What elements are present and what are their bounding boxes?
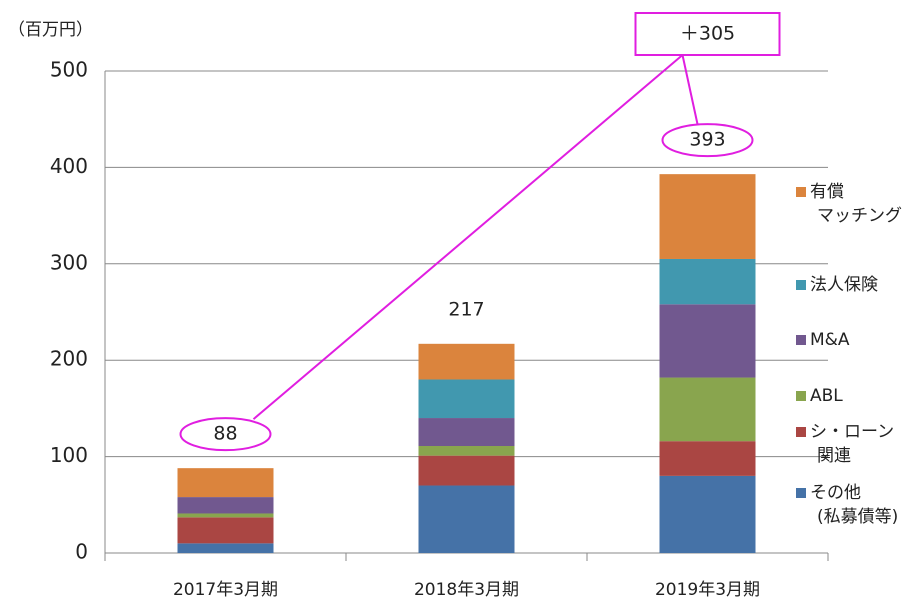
bar-segment	[418, 418, 515, 446]
legend-label: 法人保険	[810, 275, 878, 295]
legend-swatch	[796, 427, 806, 437]
connector	[681, 54, 699, 125]
legend-line: シ・ローン	[810, 422, 894, 442]
x-tick-label: 2018年3月期	[414, 580, 519, 600]
legend-label: シ・ローン関連	[810, 422, 894, 466]
legend-line: ABL	[810, 386, 843, 406]
bar-segment	[177, 513, 274, 518]
legend-line: 有償	[810, 182, 844, 202]
annotation: ＋305	[680, 23, 735, 45]
legend-line: その他	[810, 483, 861, 503]
legend-line: 法人保険	[810, 275, 878, 295]
legend-label: M&A	[810, 330, 850, 350]
total-label: 393	[689, 129, 725, 151]
bar-segment	[418, 445, 515, 456]
highlight-ellipse	[661, 123, 754, 158]
bar-segment	[177, 497, 274, 514]
legend-line: 関連	[817, 446, 851, 466]
legend-swatch	[796, 335, 806, 345]
connector	[252, 54, 684, 420]
bar-segment	[177, 543, 274, 553]
legend-label: 有償マッチング	[810, 182, 902, 226]
bar-segment	[177, 468, 274, 498]
bar-segment	[659, 475, 756, 553]
x-tick-label: 2019年3月期	[655, 580, 760, 600]
bar-segment	[659, 304, 756, 378]
y-tick-label: 400	[50, 154, 88, 178]
bar-segment	[418, 455, 515, 486]
y-tick-label: 200	[50, 347, 88, 371]
x-tick-label: 2017年3月期	[173, 580, 278, 600]
bar-segment	[418, 485, 515, 553]
y-tick-label: 300	[50, 250, 88, 274]
bar-segment	[418, 379, 515, 419]
legend-swatch	[796, 488, 806, 498]
total-label: 88	[213, 423, 237, 445]
bar-segment	[659, 174, 756, 259]
legend-line: (私募債等)	[817, 507, 898, 527]
legend-line: マッチング	[817, 206, 902, 226]
legend-swatch	[796, 187, 806, 197]
bar-segment	[659, 377, 756, 442]
y-tick-label: 500	[50, 58, 88, 82]
bar-segment	[659, 258, 756, 305]
total-label: 217	[448, 298, 484, 320]
legend-label: ABL	[810, 386, 843, 406]
bar-segment	[177, 517, 274, 544]
bar-segment	[418, 343, 515, 380]
unit-label: （百万円）	[8, 20, 93, 40]
bar-segment	[659, 441, 756, 476]
legend-swatch	[796, 391, 806, 401]
y-tick-label: 100	[50, 443, 88, 467]
legend-line: M&A	[810, 330, 850, 350]
legend-label: その他 (私募債等)	[810, 483, 898, 527]
annotation-box	[634, 12, 781, 56]
y-tick-label: 0	[75, 540, 88, 564]
highlight-ellipse	[179, 417, 272, 452]
legend-swatch	[796, 280, 806, 290]
